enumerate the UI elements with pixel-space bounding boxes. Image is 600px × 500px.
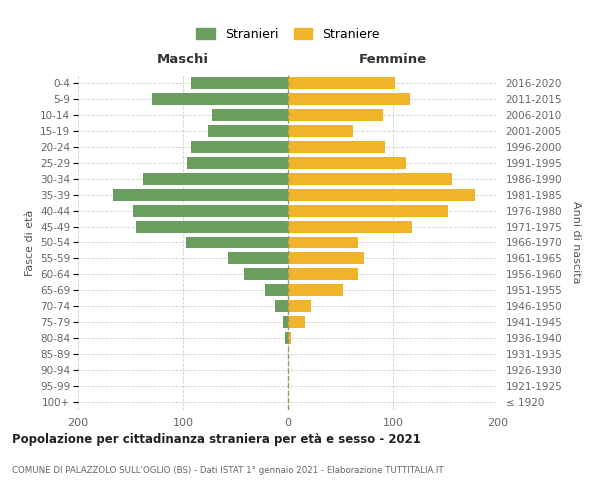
Y-axis label: Fasce di età: Fasce di età [25,210,35,276]
Bar [288,300,311,312]
Text: Femmine: Femmine [359,53,427,66]
Bar [191,141,288,153]
Bar [187,157,288,168]
Bar [288,204,448,216]
Bar [288,220,412,232]
Bar [113,188,288,200]
Bar [288,236,358,248]
Bar [288,125,353,137]
Bar [288,268,358,280]
Bar [143,172,288,184]
Bar [208,125,288,137]
Bar [288,172,452,184]
Bar [283,316,288,328]
Bar [288,284,343,296]
Bar [288,157,406,168]
Bar [288,141,385,153]
Bar [186,236,288,248]
Bar [212,109,288,121]
Bar [285,332,288,344]
Y-axis label: Anni di nascita: Anni di nascita [571,201,581,284]
Text: COMUNE DI PALAZZOLO SULL'OGLIO (BS) - Dati ISTAT 1° gennaio 2021 - Elaborazione : COMUNE DI PALAZZOLO SULL'OGLIO (BS) - Da… [12,466,443,475]
Bar [151,93,288,105]
Bar [191,77,288,89]
Bar [136,220,288,232]
Bar [288,332,291,344]
Bar [228,252,288,264]
Bar [288,109,383,121]
Text: Maschi: Maschi [157,53,209,66]
Bar [133,204,288,216]
Legend: Stranieri, Straniere: Stranieri, Straniere [193,24,383,45]
Bar [288,77,395,89]
Bar [288,93,410,105]
Bar [288,188,475,200]
Text: Popolazione per cittadinanza straniera per età e sesso - 2021: Popolazione per cittadinanza straniera p… [12,432,421,446]
Bar [244,268,288,280]
Bar [275,300,288,312]
Bar [288,316,305,328]
Bar [265,284,288,296]
Bar [288,252,364,264]
